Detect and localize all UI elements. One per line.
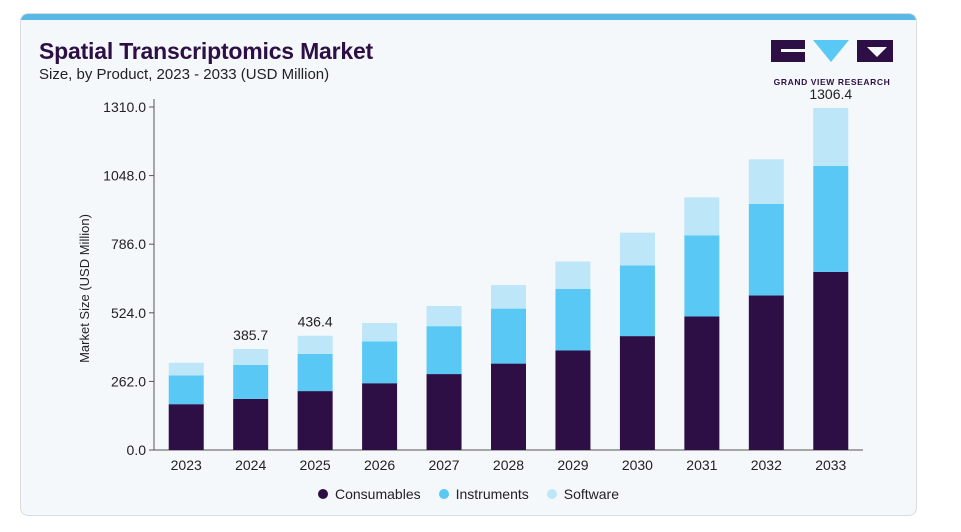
data-label: 1306.4: [809, 86, 852, 102]
y-tick-label: 0.0: [127, 442, 147, 458]
bar-segment-consumables: [362, 383, 398, 450]
bar-segment-software: [491, 285, 526, 309]
stacked-bar-chart: 0.0 262.0 524.0 786.0 1048.0 1310.0 Market Siz…: [77, 86, 863, 473]
bar-segment-instruments: [619, 265, 655, 337]
chart-title: Spatial Transcriptomics Market: [39, 38, 374, 64]
logo-mark-icon: [771, 40, 893, 62]
legend-item-consumables: Consumables: [318, 486, 421, 502]
bar-segment-software: [297, 335, 333, 354]
y-tick-label: 786.0: [111, 236, 146, 252]
legend-item-instruments: Instruments: [438, 486, 529, 502]
bar-segment-software: [233, 349, 269, 365]
legend-item-software: Software: [546, 486, 619, 502]
chart-legend: Consumables Instruments Software: [21, 486, 916, 502]
x-tick-label: 2024: [235, 457, 266, 473]
legend-label: Consumables: [335, 486, 421, 502]
x-tick-label: 2026: [364, 457, 395, 473]
accent-bar: [21, 14, 916, 20]
x-tick-label: 2028: [493, 457, 524, 473]
chart-card: Spatial Transcriptomics Market Size, by …: [20, 13, 917, 516]
y-tick-label: 1048.0: [103, 168, 146, 184]
legend-label: Software: [563, 486, 619, 502]
bar-segment-software: [426, 305, 462, 327]
bar-segment-software: [619, 232, 655, 266]
data-label: 436.4: [298, 314, 333, 330]
grand-view-research-logo: GRAND VIEW RESEARCH: [769, 38, 895, 88]
legend-label: Instruments: [455, 486, 529, 502]
bar-segment-consumables: [233, 398, 269, 450]
bar-segment-instruments: [748, 203, 784, 296]
legend-swatch-icon: [546, 489, 557, 499]
y-axis-label: Market Size (USD Million): [77, 214, 92, 363]
bar-segment-instruments: [233, 364, 269, 399]
bar-segment-instruments: [362, 341, 398, 384]
bar-segment-consumables: [813, 271, 849, 450]
bar-segment-instruments: [684, 235, 720, 317]
bar-segment-instruments: [168, 375, 204, 405]
x-tick-label: 2027: [428, 457, 459, 473]
x-tick-label: 2029: [557, 457, 588, 473]
bar-segment-consumables: [491, 363, 526, 450]
bar-segment-instruments: [491, 308, 526, 364]
bar-segment-instruments: [297, 353, 333, 392]
bar-segment-software: [813, 107, 849, 166]
legend-swatch-icon: [438, 489, 449, 499]
x-tick-label: 2032: [751, 457, 782, 473]
x-tick-label: 2031: [686, 457, 717, 473]
bar-segment-instruments: [555, 288, 591, 351]
y-tick-label: 524.0: [111, 305, 146, 321]
bar-segment-software: [168, 362, 204, 376]
bar-segment-instruments: [813, 165, 849, 272]
bar-segment-consumables: [297, 391, 333, 450]
data-label: 385.7: [233, 327, 268, 343]
bar-segment-consumables: [619, 336, 655, 450]
x-tick-label: 2025: [300, 457, 331, 473]
y-tick-label: 1310.0: [103, 99, 146, 115]
y-tick-label: 262.0: [111, 373, 146, 389]
bar-segment-software: [362, 323, 398, 342]
bar-segment-software: [748, 159, 784, 204]
x-tick-label: 2033: [815, 457, 846, 473]
bar-segment-instruments: [426, 326, 462, 375]
x-tick-label: 2023: [171, 457, 202, 473]
x-tick-label: 2030: [622, 457, 653, 473]
bar-segment-consumables: [168, 404, 204, 450]
bar-segment-consumables: [748, 295, 784, 450]
brand-name: GRAND VIEW RESEARCH: [773, 77, 891, 87]
bar-segment-software: [555, 261, 591, 289]
chart-subtitle: Size, by Product, 2023 - 2033 (USD Milli…: [39, 66, 330, 83]
bar-segment-consumables: [684, 316, 720, 450]
bar-segment-consumables: [555, 350, 591, 450]
bar-segment-consumables: [426, 374, 462, 450]
legend-swatch-icon: [318, 489, 328, 499]
bar-segment-software: [684, 197, 720, 236]
